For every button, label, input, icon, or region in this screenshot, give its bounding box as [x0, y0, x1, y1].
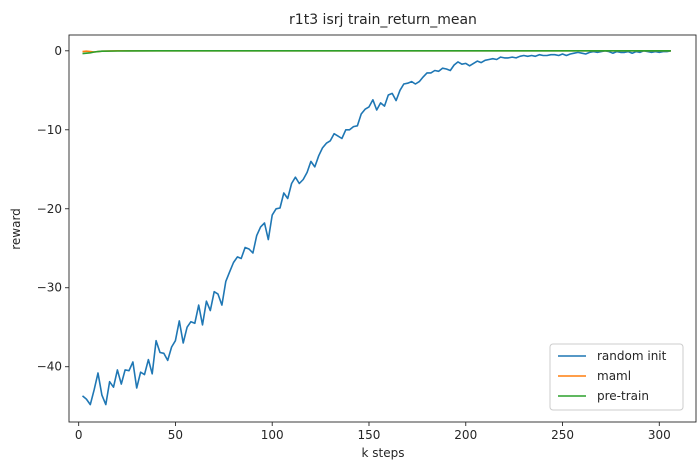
x-tick-label: 300: [648, 428, 671, 442]
legend-box: [549, 343, 684, 411]
axes-frame: [68, 34, 697, 423]
y-tick-label: −20: [37, 202, 62, 216]
y-tick-label: −30: [37, 281, 62, 295]
legend-label: pre-train: [597, 389, 649, 403]
y-tick-label: 0: [54, 44, 62, 58]
series-line-random-init: [81, 49, 672, 406]
legend: random init maml pre-train: [549, 343, 684, 411]
chart-title: r1t3 isrj train_return_mean: [289, 12, 477, 28]
x-axis-title: k steps: [362, 446, 405, 460]
y-axis-title: reward: [9, 208, 23, 250]
y-tick-label: −10: [37, 123, 62, 137]
legend-label: maml: [597, 369, 631, 383]
plot-area: 0 50 100 150 200 250 300 0 −10 −20 −30 −40: [37, 34, 697, 442]
x-tick-label: 150: [358, 428, 381, 442]
x-tick-label: 250: [551, 428, 574, 442]
x-tick-label: 200: [454, 428, 477, 442]
series-line-pre-train: [82, 49, 671, 55]
legend-label: random init: [597, 349, 667, 363]
x-tick-label: 50: [168, 428, 183, 442]
x-tick-label: 0: [75, 428, 83, 442]
y-tick-label: −40: [37, 360, 62, 374]
x-tick-label: 100: [261, 428, 284, 442]
